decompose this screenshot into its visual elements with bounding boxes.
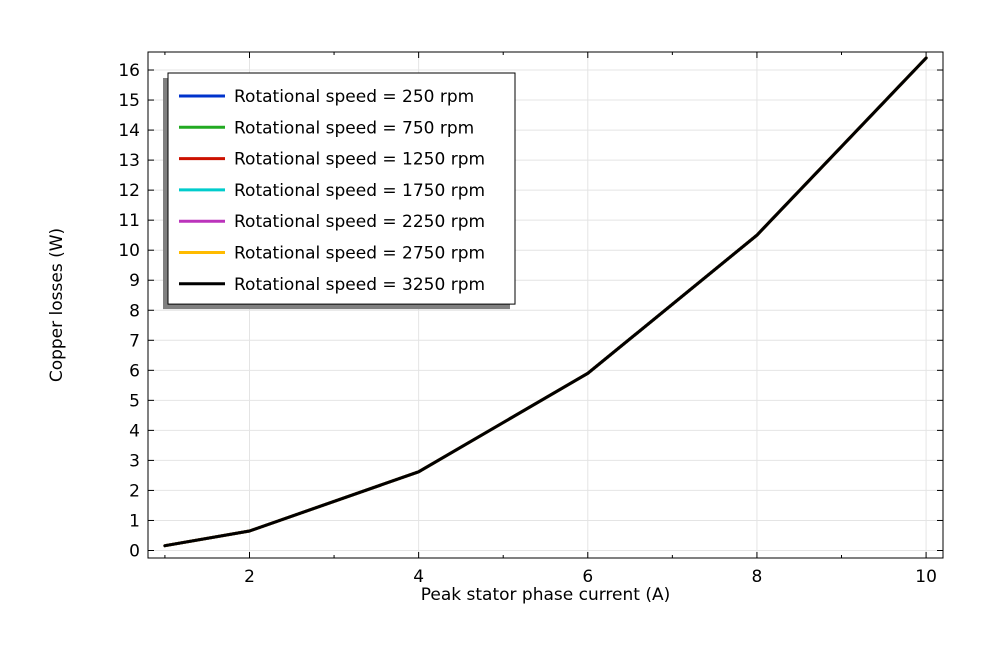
y-tick-label: 11 — [118, 211, 140, 231]
x-tick-label: 6 — [582, 567, 593, 587]
legend-label: Rotational speed = 3250 rpm — [234, 275, 485, 295]
legend-label: Rotational speed = 2750 rpm — [234, 244, 485, 264]
series-line — [163, 56, 928, 548]
y-tick-label: 9 — [129, 271, 140, 291]
x-tick-label: 10 — [915, 567, 937, 587]
y-tick-label: 2 — [129, 481, 140, 501]
series-lines — [163, 56, 928, 548]
legend-label: Rotational speed = 1750 rpm — [234, 181, 485, 201]
x-tick-label: 2 — [244, 567, 255, 587]
y-tick-label: 13 — [118, 151, 140, 171]
x-axis-label: Peak stator phase current (A) — [421, 585, 671, 605]
legend-label: Rotational speed = 750 rpm — [234, 118, 474, 138]
y-tick-label: 5 — [129, 391, 140, 411]
legend-label: Rotational speed = 1250 rpm — [234, 150, 485, 170]
y-tick-label: 0 — [129, 541, 140, 561]
y-tick-label: 3 — [129, 451, 140, 471]
y-tick-label: 16 — [118, 61, 140, 81]
x-tick-label: 4 — [413, 567, 424, 587]
y-axis-label: Copper losses (W) — [47, 228, 67, 382]
x-tick-label: 8 — [752, 567, 763, 587]
y-tick-label: 15 — [118, 91, 140, 111]
y-tick-label: 8 — [129, 301, 140, 321]
legend: Rotational speed = 250 rpm Rotational spe… — [163, 72, 516, 310]
y-tick-label: 12 — [118, 181, 140, 201]
plot-area — [147, 51, 944, 559]
legend-label: Rotational speed = 250 rpm — [234, 87, 474, 107]
y-tick-label: 1 — [129, 511, 140, 531]
y-tick-label: 4 — [129, 421, 140, 441]
y-tick-label: 10 — [118, 241, 140, 261]
legend-box — [167, 72, 516, 305]
legend-label: Rotational speed = 2250 rpm — [234, 212, 485, 232]
y-tick-label: 6 — [129, 361, 140, 381]
y-tick-label: 14 — [118, 121, 140, 141]
grid — [148, 52, 943, 558]
y-tick-label: 7 — [129, 331, 140, 351]
